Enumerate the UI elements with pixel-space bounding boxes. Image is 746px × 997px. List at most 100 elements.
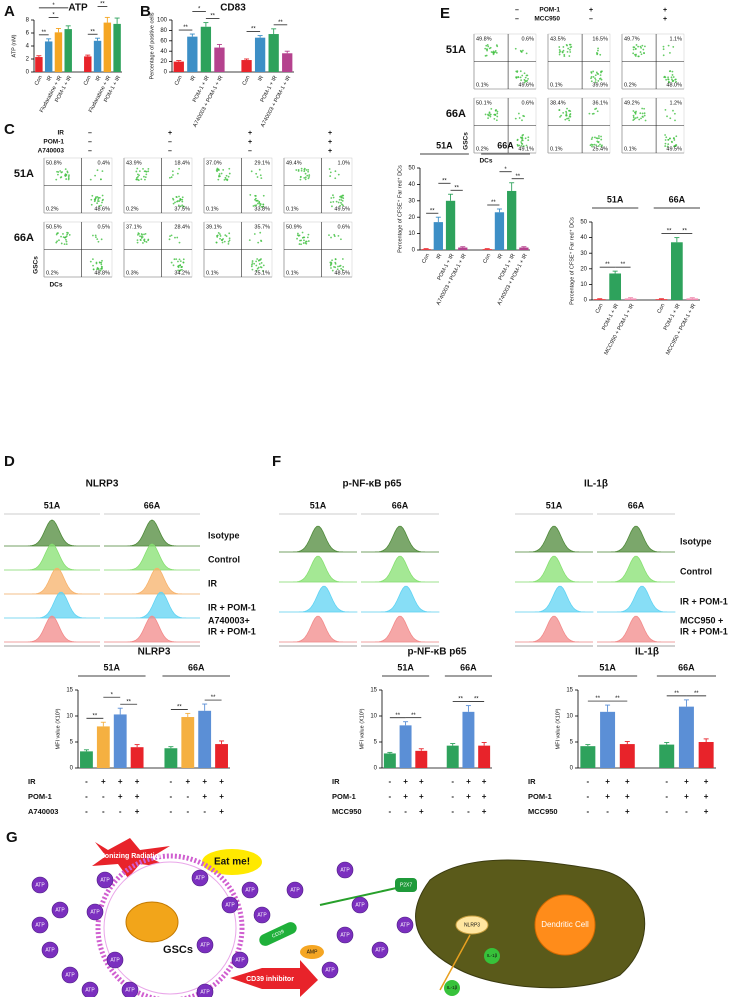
event-dot — [179, 205, 182, 208]
axis-label: DCs — [479, 158, 492, 165]
event-dot — [597, 73, 600, 75]
bar — [600, 711, 616, 768]
x-tick-label: MCC950 + POM-1 + IR — [665, 303, 697, 356]
bar — [96, 726, 110, 768]
event-dot — [89, 260, 92, 263]
atp-molecule — [396, 916, 414, 934]
event-dot — [597, 49, 599, 52]
panel-letter: G — [6, 829, 18, 846]
event-dot — [57, 173, 59, 176]
axis-label: DCs — [49, 282, 62, 289]
event-dot — [486, 43, 489, 46]
event-dot — [145, 241, 148, 243]
event-dot — [664, 142, 667, 145]
condition-sign: + — [704, 792, 709, 801]
event-dot — [675, 144, 678, 146]
y-tick-label: 10 — [566, 714, 573, 720]
event-dot — [672, 137, 675, 140]
event-dot — [91, 258, 94, 261]
p2x7-label: P2X7 — [400, 882, 412, 888]
event-dot — [337, 265, 339, 268]
event-dot — [594, 74, 597, 77]
histogram-curve — [4, 543, 100, 571]
event-dot — [301, 231, 304, 234]
bar — [659, 744, 675, 768]
event-dot — [181, 196, 184, 199]
event-dot — [227, 240, 230, 243]
event-dot — [527, 139, 530, 141]
event-dot — [92, 268, 95, 271]
event-dot — [101, 259, 103, 262]
significance-label: ** — [210, 14, 215, 20]
bar — [415, 750, 428, 768]
event-dot — [600, 78, 603, 81]
event-dot — [98, 205, 101, 207]
row-label: IR + POM-1 — [680, 626, 728, 636]
event-dot — [493, 118, 496, 120]
panel-letter: B — [140, 3, 151, 20]
condition-name: POM-1 — [28, 792, 52, 801]
event-dot — [147, 170, 150, 173]
event-dot — [590, 138, 593, 140]
event-dot — [597, 80, 600, 82]
y-axis-label: Percentage of CFSE⁺ Far red⁺ DCs — [568, 217, 575, 305]
event-dot — [520, 50, 523, 53]
event-dot — [330, 267, 332, 269]
event-dot — [55, 233, 58, 236]
event-dot — [634, 117, 637, 120]
event-dot — [65, 243, 68, 245]
event-dot — [141, 233, 144, 236]
event-dot — [142, 242, 144, 244]
y-tick-label: 20 — [408, 215, 415, 221]
event-dot — [525, 52, 528, 55]
event-dot — [182, 258, 185, 261]
dc-nucleus — [534, 894, 596, 956]
event-dot — [257, 266, 260, 269]
bar — [655, 299, 668, 300]
event-dot — [307, 168, 310, 171]
histogram-curve — [597, 555, 675, 583]
event-dot — [591, 112, 594, 115]
event-dot — [94, 234, 97, 237]
event-dot — [594, 136, 596, 139]
event-dot — [340, 267, 343, 270]
condition-sign: + — [482, 792, 487, 801]
quadrant-percent: 38.4% — [550, 100, 566, 106]
event-dot — [522, 114, 525, 117]
bar — [113, 714, 127, 768]
condition-sign: – — [168, 148, 172, 155]
event-dot — [300, 169, 303, 172]
condition-name: A740003 — [28, 807, 58, 816]
group-label: 51A — [436, 140, 453, 150]
event-dot — [262, 205, 265, 208]
event-dot — [176, 236, 179, 239]
bar — [698, 742, 714, 768]
chart-title: ATP — [68, 3, 88, 14]
quadrant-percent: 49.8% — [476, 36, 492, 42]
event-dot — [177, 204, 180, 207]
row-label: IR + POM-1 — [208, 602, 256, 612]
event-dot — [634, 112, 637, 115]
event-dot — [490, 108, 493, 110]
event-dot — [521, 119, 523, 122]
x-tick-label: Con — [242, 75, 252, 87]
event-dot — [341, 200, 344, 202]
quadrant-percent: 37.1% — [126, 224, 142, 230]
event-dot — [518, 144, 521, 147]
quadrant-percent: 0.6% — [337, 224, 350, 230]
event-dot — [219, 175, 221, 178]
bar — [80, 751, 93, 768]
event-dot — [258, 263, 261, 265]
atp-molecule — [286, 881, 304, 899]
event-dot — [260, 177, 263, 180]
event-dot — [519, 76, 522, 79]
condition-name: MCC950 — [528, 807, 558, 816]
quadrant-percent: 50.8% — [46, 160, 62, 166]
atp-molecule — [121, 981, 139, 997]
quadrant-percent: 0.1% — [550, 146, 563, 152]
il1b-molecule — [484, 948, 500, 964]
atp-molecule — [321, 961, 339, 979]
condition-sign: - — [451, 807, 454, 816]
histogram-curve — [104, 543, 200, 571]
event-dot — [254, 198, 256, 201]
